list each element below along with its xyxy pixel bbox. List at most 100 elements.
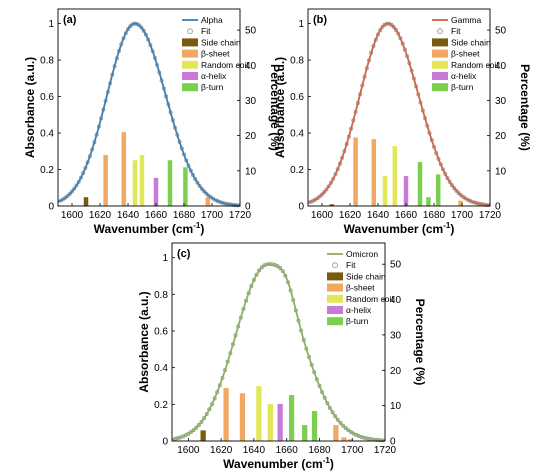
legend-label: β-sheet <box>451 49 480 59</box>
bar-beta-sheet <box>371 139 377 206</box>
y-right-tick-label: 20 <box>495 131 507 142</box>
fit-point <box>65 194 70 198</box>
legend-label: β-turn <box>451 82 474 92</box>
y-left-tick-label: 0.8 <box>290 56 304 67</box>
bar-beta-sheet <box>239 393 246 441</box>
fit-point <box>335 417 340 422</box>
legend-swatch-random-coil <box>327 294 343 303</box>
bar-side-chain <box>83 197 89 206</box>
bar-beta-turn <box>288 395 295 441</box>
bar-side-chain <box>200 430 206 441</box>
legend-swatch-side-chain <box>432 38 448 47</box>
y-axis-label-left: Absorbance (a.u.) <box>273 57 287 158</box>
legend-label: α-helix <box>346 305 372 315</box>
y-right-tick-label: 40 <box>495 61 507 72</box>
y-axis-label-right: Percentage (%) <box>413 299 427 386</box>
legend-swatch-beta-sheet <box>327 283 343 292</box>
fit-point <box>338 420 343 425</box>
fit-point <box>70 189 74 194</box>
y-left-tick-label: 0.6 <box>40 92 54 103</box>
bar-beta-sheet <box>103 154 108 206</box>
legend-label: Random coil <box>346 294 393 304</box>
legend-swatch-beta-sheet <box>182 49 198 58</box>
bar-beta-turn <box>311 410 318 441</box>
legend-swatch-beta-turn <box>182 83 198 92</box>
x-axis-label-end: ) <box>450 222 454 236</box>
fit-point <box>197 183 202 188</box>
x-axis-label: Wavenumber (cm-1) <box>94 221 205 236</box>
y-left-tick-label: 0.2 <box>290 165 304 176</box>
legend-swatch-alpha-helix <box>182 72 198 80</box>
legend-marker-swatch <box>437 28 443 35</box>
chart-panel: 1600 1620 1640 1660 1680 1700 172000.20.40.60.… <box>137 242 427 471</box>
fit-point <box>139 25 144 30</box>
fit-point <box>191 428 196 433</box>
legend-label: Fit <box>451 26 461 36</box>
bar-random-coil <box>256 386 262 441</box>
y-left-tick-label: 0.2 <box>154 400 168 411</box>
x-tick-label: 1600 <box>177 445 200 456</box>
bar-random-coil <box>132 160 138 206</box>
legend-label: Fit <box>201 26 211 36</box>
fit-point <box>456 191 461 195</box>
legend-label: Gamma <box>451 15 482 25</box>
y-right-tick-label: 40 <box>390 295 402 306</box>
y-left-tick-label: 0 <box>162 437 168 448</box>
fit-point <box>452 186 457 191</box>
bar-beta-turn <box>167 160 173 206</box>
y-right-tick-label: 0 <box>245 202 251 213</box>
x-axis-label-superscript: -1 <box>193 221 201 230</box>
fit-point <box>199 186 204 191</box>
fit-point <box>454 188 459 193</box>
bar-side-chain <box>329 204 335 206</box>
x-tick-label: 1660 <box>395 210 418 221</box>
y-left-tick-label: 0.6 <box>290 92 304 103</box>
bar-beta-sheet <box>223 387 229 441</box>
y-axis-label-left: Absorbance (a.u.) <box>137 291 151 392</box>
x-axis-label: Wavenumber (cm-1) <box>223 456 334 471</box>
fit-point <box>333 414 338 419</box>
legend-label: β-sheet <box>201 49 230 59</box>
x-axis-label-main: Wavenumber (cm <box>94 222 194 236</box>
x-axis-label-end: ) <box>200 222 204 236</box>
legend-label: β-turn <box>346 316 369 326</box>
fit-point <box>137 23 142 28</box>
absorbance-line <box>171 263 386 442</box>
legend-label: α-helix <box>451 71 477 81</box>
y-right-tick-label: 20 <box>390 366 402 377</box>
legend-label: β-sheet <box>346 283 375 293</box>
x-tick-label: 1660 <box>276 445 299 456</box>
y-right-tick-label: 30 <box>245 96 257 107</box>
bar-random-coil <box>392 146 398 206</box>
fit-point <box>317 194 322 199</box>
y-left-tick-label: 0.4 <box>154 363 168 374</box>
y-right-tick-label: 20 <box>245 131 257 142</box>
fit-point <box>324 187 329 192</box>
absorbance-line <box>57 22 241 207</box>
bar-random-coil <box>382 176 388 206</box>
bar-beta-sheet <box>121 132 127 206</box>
legend-label: Alpha <box>201 15 223 25</box>
y-left-tick-label: 0.8 <box>154 290 168 301</box>
x-tick-label: 1640 <box>243 445 266 456</box>
chart-panel: 1600 1620 1640 1660 1680 1700 172000.20.40.60.… <box>23 8 282 236</box>
y-left-tick-label: 0 <box>298 202 304 213</box>
y-right-tick-label: 50 <box>245 26 257 37</box>
x-tick-label: 1700 <box>201 210 224 221</box>
y-right-tick-label: 50 <box>495 26 507 37</box>
fit-point <box>380 24 385 29</box>
y-right-tick-label: 0 <box>495 202 501 213</box>
x-axis-label-superscript: -1 <box>323 456 331 465</box>
x-tick-label: 1680 <box>423 210 446 221</box>
legend-label: Side chain <box>346 271 386 281</box>
y-right-tick-label: 0 <box>390 437 396 448</box>
fit-point <box>128 24 133 29</box>
plot-frame <box>57 8 241 207</box>
fit-point <box>320 192 324 197</box>
legend-swatch-beta-turn <box>327 317 343 326</box>
y-axis-label-left: Absorbance (a.u.) <box>23 57 37 158</box>
absorbance-line <box>307 22 491 207</box>
